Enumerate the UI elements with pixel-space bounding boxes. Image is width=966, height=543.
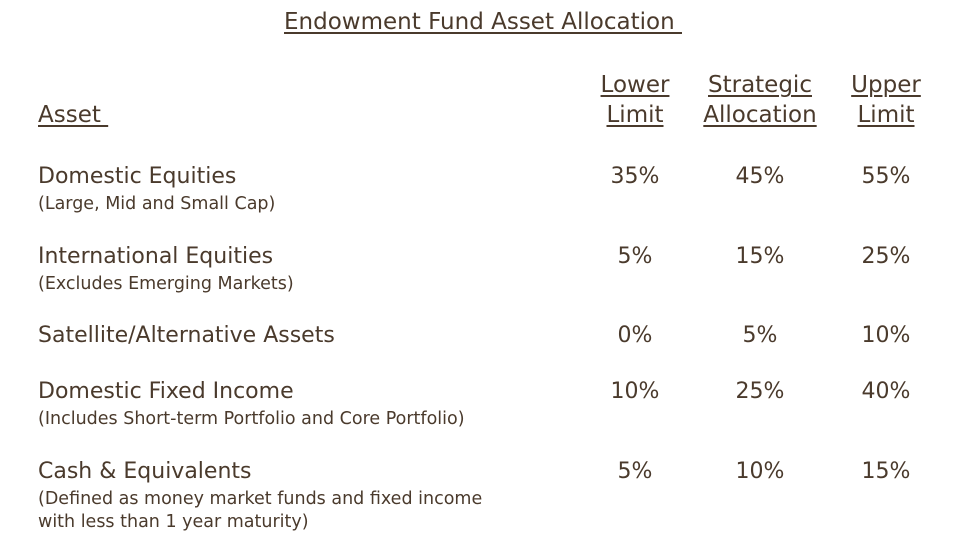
row-domestic-equities-name: Domestic Equities [38, 164, 237, 189]
row-international-equities-upper: 25% [861, 244, 911, 269]
row-domestic-fixed-income-lower: 10% [610, 379, 660, 404]
header-lower-line1: Lower [600, 72, 670, 98]
row-satellite-assets-lower: 0% [617, 323, 653, 348]
row-satellite-assets-upper: 10% [861, 323, 911, 348]
page-title-text: Endowment Fund Asset Allocation [284, 9, 682, 35]
row-domestic-equities-note: (Large, Mid and Small Cap) [38, 194, 276, 214]
row-cash-equivalents-lower: 5% [617, 459, 653, 484]
row-domestic-fixed-income-name: Domestic Fixed Income [38, 379, 294, 404]
row-cash-equivalents-name: Cash & Equivalents [38, 459, 252, 484]
row-international-equities-name: International Equities [38, 244, 274, 269]
row-domestic-fixed-income-upper: 40% [861, 379, 911, 404]
row-international-equities-lower: 5% [617, 244, 653, 269]
header-asset: Asset [38, 102, 109, 128]
header-strategic-line1: Strategic [708, 72, 812, 98]
row-international-equities-strategic: 15% [735, 244, 785, 269]
row-domestic-equities-lower: 35% [610, 164, 660, 189]
row-cash-equivalents-strategic: 10% [735, 459, 785, 484]
row-domestic-equities-strategic: 45% [735, 164, 785, 189]
header-lower-line2: Limit [606, 102, 664, 128]
row-international-equities-note: (Excludes Emerging Markets) [38, 274, 294, 294]
header-upper-line2: Limit [857, 102, 915, 128]
row-satellite-assets-strategic: 5% [742, 323, 778, 348]
header-upper-line1: Upper [851, 72, 921, 98]
row-domestic-equities-upper: 55% [861, 164, 911, 189]
header-strategic-line2: Allocation [703, 102, 817, 128]
row-domestic-fixed-income-strategic: 25% [735, 379, 785, 404]
row-cash-equivalents-upper: 15% [861, 459, 911, 484]
row-satellite-assets-name: Satellite/Alternative Assets [38, 323, 335, 348]
row-domestic-fixed-income-note: (Includes Short-term Portfolio and Core … [38, 409, 465, 429]
row-cash-equivalents-note: (Defined as money market funds and fixed… [38, 489, 483, 532]
page-title: Endowment Fund Asset Allocation [0, 9, 966, 35]
